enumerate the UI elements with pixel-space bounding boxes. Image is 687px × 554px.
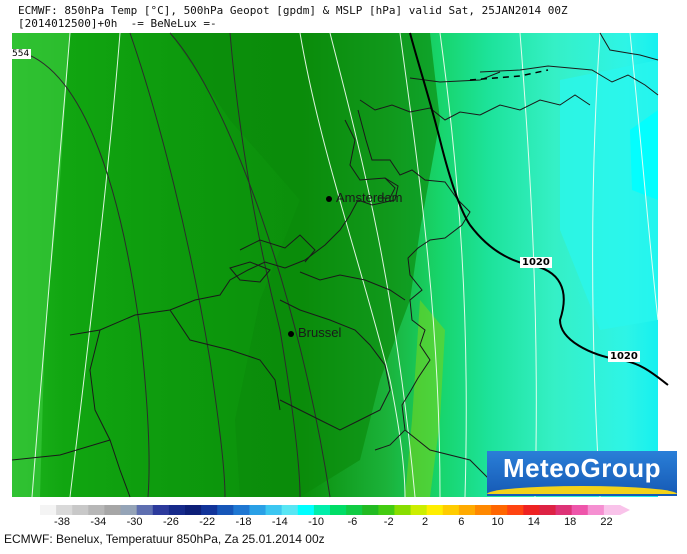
legend-swatch — [362, 505, 379, 515]
legend-tick-label: -2 — [383, 516, 394, 528]
legend-tick-label: 22 — [600, 516, 613, 528]
legend-tick-label: -30 — [126, 516, 143, 528]
legend-tick-label: -14 — [271, 516, 288, 528]
legend-swatch — [265, 505, 283, 515]
header-line-2: [2014012500]+0h -= BeNeLux =- — [18, 17, 217, 30]
legend-swatch — [281, 505, 299, 515]
legend-tick-label: -34 — [90, 516, 107, 528]
legend-swatch — [152, 505, 170, 515]
cyan-core-area — [630, 110, 658, 200]
legend-swatch — [185, 505, 202, 515]
legend-swatch — [426, 505, 444, 515]
legend-swatch — [410, 505, 428, 515]
legend-swatch — [297, 505, 315, 515]
warm-edge-area — [12, 33, 70, 497]
legend-swatch — [168, 505, 186, 515]
coastlines-borders — [11, 32, 659, 498]
legend-swatch — [507, 505, 524, 515]
legend-swatch — [603, 505, 621, 515]
legend-swatch — [346, 505, 363, 515]
legend-swatch — [201, 505, 218, 515]
legend-swatch — [330, 505, 347, 515]
header-line-1: ECMWF: 850hPa Temp [°C], 500hPa Geopot [… — [18, 4, 568, 17]
legend-swatch — [104, 505, 122, 515]
contour-label: 554 — [10, 49, 32, 59]
white-contours — [31, 32, 659, 498]
city-amsterdam: Amsterdam — [326, 190, 402, 205]
legend-tick-label: -18 — [235, 516, 252, 528]
city-label: Brussel — [298, 325, 342, 340]
city-label: Amsterdam — [336, 190, 403, 205]
legend-tick-label: -26 — [162, 516, 179, 528]
legend-swatch — [313, 505, 331, 515]
legend-swatch — [120, 505, 138, 515]
legend-swatch — [539, 505, 557, 515]
legend-tick-label: 14 — [527, 516, 541, 528]
legend-tick-label: -22 — [199, 516, 216, 528]
legend-swatch — [40, 505, 57, 515]
legend-swatch — [571, 505, 589, 515]
legend-swatch — [555, 505, 573, 515]
legend-tick-label: 18 — [564, 516, 577, 528]
legend-swatch — [523, 505, 540, 515]
color-legend-bar — [40, 505, 630, 515]
meteogroup-logo: MeteoGroup — [487, 451, 677, 496]
legend-swatch — [475, 505, 492, 515]
legend-swatch — [233, 505, 250, 515]
geopotential-contours — [11, 32, 331, 498]
map-caption: ECMWF: Benelux, Temperatuur 850hPa, Za 2… — [4, 532, 325, 546]
legend-swatch — [442, 505, 460, 515]
isobar-label: 1020 — [520, 257, 552, 268]
legend-swatch — [458, 505, 476, 515]
legend-swatch — [587, 505, 605, 515]
legend-tick-label: -38 — [54, 516, 70, 528]
logo-swoosh-icon — [487, 486, 677, 494]
city-dot-icon — [326, 195, 332, 202]
legend-tick-label: -6 — [347, 516, 358, 528]
logo-text: MeteoGroup — [502, 453, 662, 483]
legend-tick-label: 2 — [421, 516, 429, 528]
legend-swatch — [491, 505, 508, 515]
map-header: ECMWF: 850hPa Temp [°C], 500hPa Geopot [… — [14, 3, 572, 32]
city-brussel: Brussel — [288, 325, 341, 340]
legend-swatch — [88, 505, 105, 515]
isobar-label: 1020 — [608, 351, 640, 362]
legend-ticks: -38 -34 -30 -26 -22 -18 -14 -10 -6 -2 2 6 10 14 18 22 — [40, 516, 620, 530]
legend-swatch — [136, 505, 154, 515]
legend-swatch — [394, 505, 412, 515]
legend-tick-label: 10 — [491, 516, 504, 528]
legend-swatch — [249, 505, 267, 515]
legend-arrow-icon — [620, 505, 630, 515]
legend-tick-label: -10 — [308, 516, 325, 528]
legend-swatch — [378, 505, 395, 515]
legend-swatch — [56, 505, 73, 515]
legend-swatch — [72, 505, 89, 515]
cold-core-area — [170, 33, 440, 497]
city-dot-icon — [288, 330, 294, 337]
legend-swatch — [217, 505, 234, 515]
legend-tick-label: 6 — [458, 516, 465, 528]
isobar-dashed — [469, 69, 549, 81]
